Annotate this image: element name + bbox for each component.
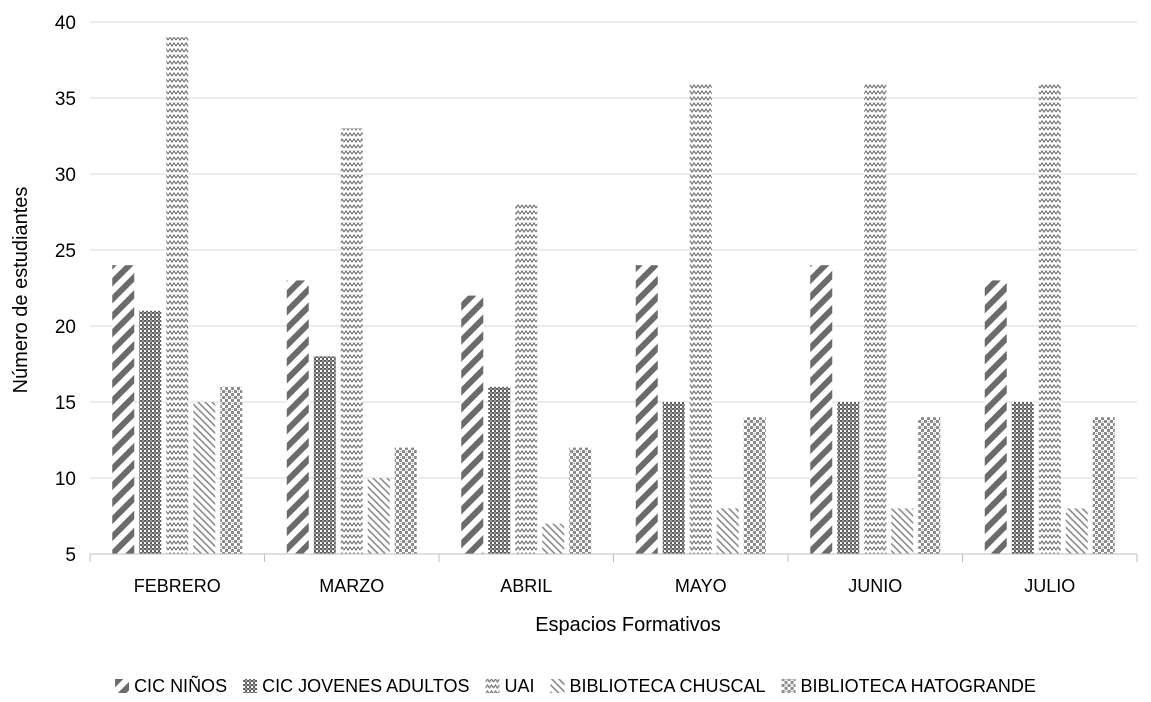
y-tick-label: 20: [55, 317, 76, 338]
legend-label: CIC JOVENES ADULTOS: [262, 676, 469, 696]
legend: CIC NIÑOS CIC JOVENES ADULTOS UAI BIBLIOTEC…: [115, 675, 1036, 696]
legend-item: BIBLIOTECA CHUSCAL: [550, 676, 766, 696]
bar-mayo-series-1: [635, 265, 658, 554]
x-axis-ticks: FEBRERO MARZO ABRIL MAYO JUNIO JULIO: [89, 554, 1138, 596]
bar-febrero-series-1: [112, 265, 135, 554]
bar-julio-series-3: [1038, 82, 1061, 555]
y-axis-title: Número de estudiantes: [10, 187, 32, 394]
x-tick-label: MARZO: [319, 576, 384, 596]
x-tick-label: FEBRERO: [134, 576, 221, 596]
bar-febrero-series-5: [220, 386, 243, 554]
bars: [112, 37, 1115, 555]
legend-label: CIC NIÑOS: [134, 675, 227, 696]
bar-marzo-series-5: [394, 447, 417, 554]
y-tick-label: 15: [55, 393, 76, 414]
x-tick-label: JULIO: [1024, 576, 1075, 596]
x-tick-label: JUNIO: [848, 576, 902, 596]
bar-marzo-series-3: [340, 128, 363, 554]
legend-swatch: [550, 679, 565, 693]
x-tick-label: MAYO: [675, 576, 727, 596]
bar-abril-series-4: [542, 523, 565, 554]
bar-junio-series-1: [810, 265, 833, 554]
bar-febrero-series-3: [166, 37, 189, 554]
bar-junio-series-5: [918, 417, 941, 554]
x-axis-title: Espacios Formativos: [535, 614, 721, 636]
legend-label: UAI: [504, 676, 534, 696]
bar-mayo-series-3: [689, 82, 712, 555]
bar-julio-series-5: [1092, 417, 1115, 554]
bar-junio-series-4: [891, 508, 914, 554]
bar-marzo-series-1: [286, 280, 309, 554]
bar-mayo-series-2: [662, 402, 685, 554]
legend-swatch: [485, 679, 500, 693]
y-axis-ticks: 5 10 15 20 25 30 35 40: [55, 13, 76, 566]
bar-mayo-series-5: [743, 417, 766, 554]
bar-julio-series-2: [1011, 402, 1034, 554]
bar-mayo-series-4: [716, 508, 739, 554]
bar-abril-series-1: [461, 295, 484, 554]
legend-swatch: [781, 679, 796, 693]
y-tick-label: 5: [65, 545, 76, 566]
bar-junio-series-2: [837, 402, 860, 554]
bar-febrero-series-4: [193, 402, 216, 554]
y-tick-label: 30: [55, 165, 76, 186]
legend-item: UAI: [485, 676, 534, 696]
bar-julio-series-4: [1065, 508, 1088, 554]
y-tick-label: 35: [55, 89, 76, 110]
bar-abril-series-2: [488, 386, 511, 554]
legend-item: CIC NIÑOS: [115, 675, 227, 696]
y-tick-label: 10: [55, 469, 76, 490]
legend-item: BIBLIOTECA HATOGRANDE: [781, 676, 1036, 696]
gridlines: [90, 21, 1137, 479]
legend-label: BIBLIOTECA CHUSCAL: [569, 676, 765, 696]
y-tick-label: 40: [55, 13, 76, 34]
legend-label: BIBLIOTECA HATOGRANDE: [801, 676, 1036, 696]
y-tick-label: 25: [55, 241, 76, 262]
x-tick-label: ABRIL: [500, 576, 552, 596]
bar-abril-series-5: [569, 447, 592, 554]
bar-abril-series-3: [515, 204, 538, 554]
bar-febrero-series-2: [139, 310, 162, 554]
bar-junio-series-3: [864, 82, 887, 555]
bar-marzo-series-4: [367, 478, 390, 554]
bar-marzo-series-2: [313, 356, 336, 554]
bar-julio-series-1: [984, 280, 1007, 554]
legend-item: CIC JOVENES ADULTOS: [243, 676, 469, 696]
legend-swatch: [243, 679, 258, 693]
legend-swatch: [115, 679, 130, 693]
